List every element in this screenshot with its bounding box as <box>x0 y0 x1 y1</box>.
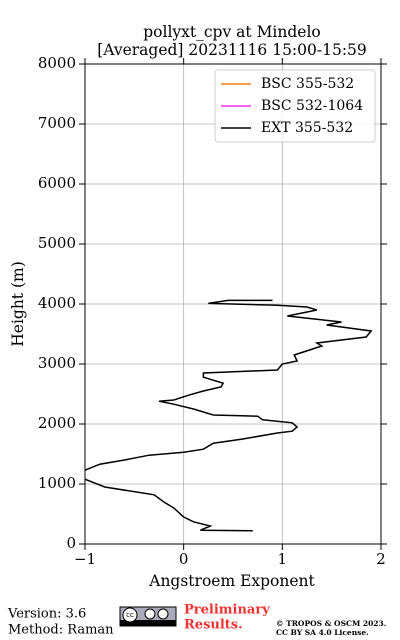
cc-logo: cc <box>119 606 177 627</box>
x-tick-label: 0 <box>179 550 189 568</box>
legend-label: BSC 355-532 <box>261 76 354 92</box>
copyright: © TROPOS & OSCM 2023. <box>276 619 386 628</box>
method: Method: Raman <box>8 623 114 638</box>
legend-box <box>214 69 376 143</box>
version: Version: 3.6 <box>7 607 86 622</box>
profile-line <box>85 299 373 532</box>
legend-label: EXT 355-532 <box>261 120 353 136</box>
license: CC BY SA 4.0 License. <box>276 628 369 637</box>
y-tick-label: 4000 <box>38 294 76 312</box>
chart-title: pollyxt_cpv at Mindelo <box>143 23 321 41</box>
x-axis-label: Angstroem Exponent <box>148 572 315 590</box>
y-tick-label: 5000 <box>38 234 76 252</box>
preliminary: Preliminary <box>184 603 270 618</box>
x-tick-label: 1 <box>278 550 288 568</box>
y-tick-label: 3000 <box>38 354 76 372</box>
chart-subtitle: [Averaged] 20231116 15:00-15:59 <box>97 41 367 59</box>
x-tick-label: 2 <box>376 550 386 568</box>
y-axis-label: Height (m) <box>9 261 27 347</box>
y-tick-label: 1000 <box>38 474 76 492</box>
y-tick-label: 6000 <box>38 174 76 192</box>
x-tick-label: −1 <box>74 550 96 568</box>
plot-frame <box>84 63 382 545</box>
y-tick-label: 2000 <box>38 414 76 432</box>
y-tick-label: 7000 <box>38 114 76 132</box>
results: Results. <box>184 618 243 633</box>
legend-label: BSC 532-1064 <box>261 98 363 114</box>
y-tick-label: 8000 <box>38 54 76 72</box>
y-tick-label: 0 <box>66 534 76 552</box>
plot-area: −1 0 1 2010002000300040005000600070008000BS… <box>38 54 387 568</box>
svg-text:cc: cc <box>126 611 134 619</box>
